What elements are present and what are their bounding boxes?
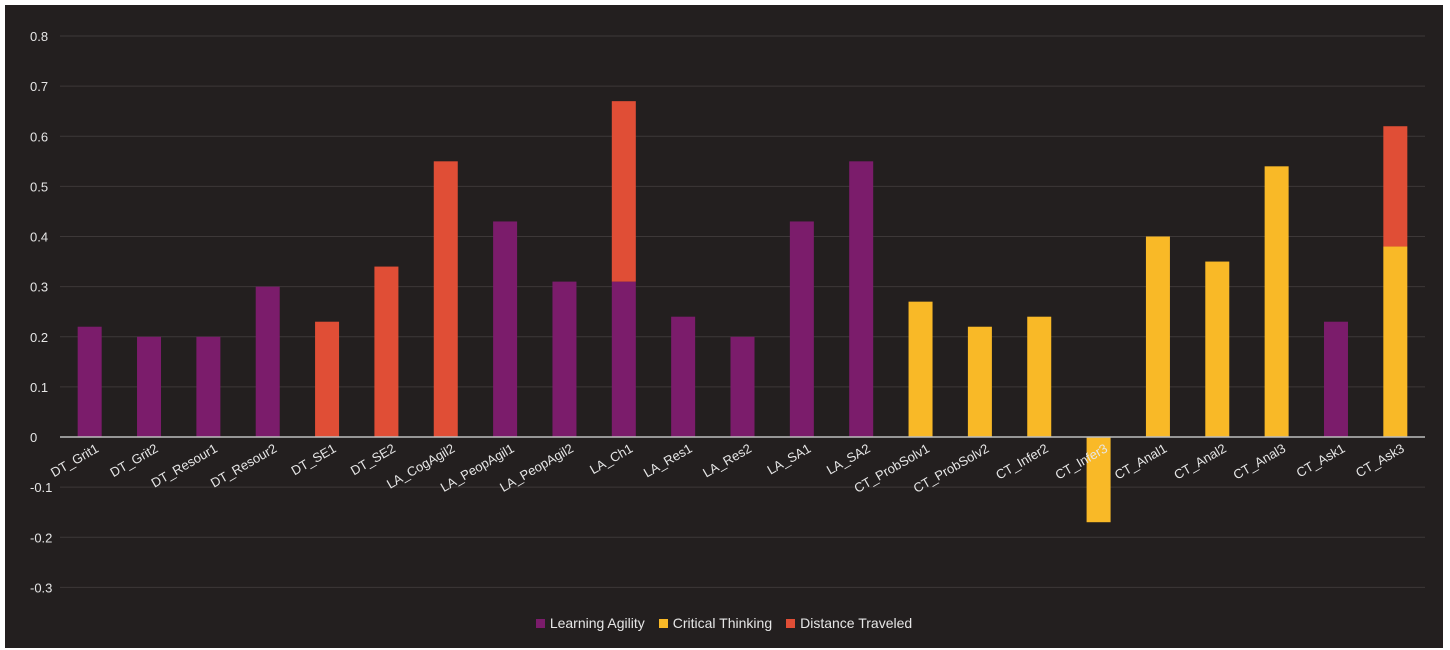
y-tick-label: 0.2 (30, 330, 48, 345)
bars (77, 101, 1408, 523)
x-tick-label: LA_Res2 (700, 441, 754, 481)
bar-learning-agility (255, 286, 280, 437)
legend-label: Learning Agility (549, 615, 645, 631)
bar-learning-agility (849, 161, 874, 437)
bar-learning-agility (552, 281, 577, 437)
legend-item: Distance Traveled (786, 615, 912, 631)
x-tick-label: CT_Ask3 (1353, 441, 1407, 481)
x-tick-label: LA_SA2 (824, 441, 873, 478)
y-tick-label: -0.1 (30, 480, 52, 495)
bar-learning-agility (1323, 321, 1348, 437)
gridlines (60, 35, 1425, 588)
bar-learning-agility (493, 221, 518, 437)
bar-critical-thinking (1205, 261, 1230, 437)
bar-critical-thinking (908, 301, 933, 437)
y-axis-ticks: 0.8 0.7 0.6 0.5 0.4 0.3 0.2 0.1 0 -0.1 -0.2 -0.3 (30, 29, 52, 595)
bar-critical-thinking (1027, 316, 1052, 437)
y-tick-label: 0.3 (30, 280, 48, 295)
legend-swatch (786, 618, 796, 628)
x-tick-label: LA_Res1 (641, 441, 695, 481)
y-tick-label: 0.4 (30, 230, 48, 245)
bar-learning-agility (196, 336, 221, 437)
bar-distance-traveled (1383, 126, 1408, 247)
x-tick-label: LA_SA1 (765, 441, 814, 478)
bar-learning-agility (671, 316, 696, 437)
bar-chart: 0.8 0.7 0.6 0.5 0.4 0.3 0.2 0.1 0 -0.1 -0.2 -0.3 DT… (30, 29, 1425, 595)
y-tick-label: 0.7 (30, 79, 48, 94)
y-tick-label: -0.2 (30, 530, 52, 545)
y-tick-label: 0.8 (30, 29, 48, 44)
legend-label: Critical Thinking (672, 615, 773, 631)
legend-swatch (658, 618, 668, 628)
x-tick-label: DT_Grit1 (48, 441, 101, 480)
y-tick-label: 0.5 (30, 179, 48, 194)
bar-critical-thinking (1086, 437, 1111, 523)
x-tick-label: CT_Anal3 (1231, 441, 1289, 483)
x-tick-label: LA_Ch1 (587, 441, 635, 477)
bar-critical-thinking (1383, 246, 1408, 437)
bar-distance-traveled (315, 321, 340, 437)
legend-item: Critical Thinking (658, 615, 773, 631)
legend: Learning Agility Critical Thinking Distanc… (5, 611, 1443, 635)
bar-critical-thinking (967, 326, 992, 437)
x-tick-label: DT_Resour2 (208, 441, 279, 491)
x-tick-label: CT_Infer2 (993, 441, 1051, 483)
bar-learning-agility (77, 326, 102, 437)
x-tick-label: CT_Anal1 (1112, 441, 1170, 483)
bar-learning-agility (137, 336, 162, 437)
bar-learning-agility (730, 336, 755, 437)
legend-swatch (535, 618, 545, 628)
legend-item: Learning Agility (535, 615, 645, 631)
bar-distance-traveled (433, 161, 458, 437)
y-tick-label: 0.6 (30, 129, 48, 144)
y-tick-label: -0.3 (30, 580, 52, 595)
x-tick-label: DT_SE1 (289, 441, 339, 479)
chart-frame: 0.8 0.7 0.6 0.5 0.4 0.3 0.2 0.1 0 -0.1 -0.2 -0.3 DT… (5, 5, 1443, 648)
y-tick-label: 0.1 (30, 380, 48, 395)
x-tick-label: DT_Resour1 (149, 441, 220, 491)
y-tick-label: 0 (30, 430, 37, 445)
x-tick-label: DT_SE2 (348, 441, 398, 479)
bar-critical-thinking (1145, 236, 1170, 437)
bar-distance-traveled (374, 266, 399, 437)
bar-distance-traveled (611, 101, 636, 282)
x-tick-label: CT_Anal2 (1171, 441, 1229, 483)
bar-learning-agility (789, 221, 814, 437)
bar-critical-thinking (1264, 166, 1289, 437)
legend-label: Distance Traveled (800, 615, 913, 631)
x-tick-label: CT_Ask1 (1294, 441, 1348, 481)
bar-learning-agility (611, 281, 636, 437)
